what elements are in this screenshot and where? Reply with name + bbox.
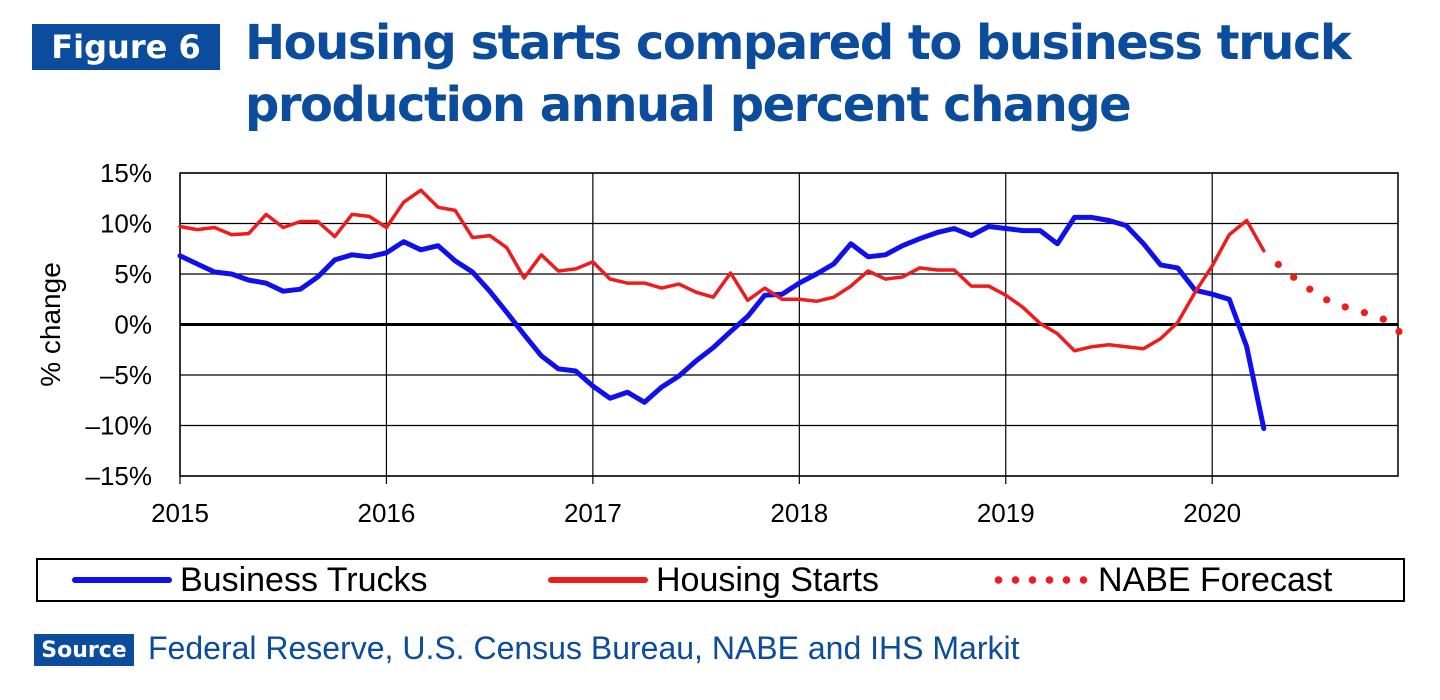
legend-item-housing-starts: Housing Starts xyxy=(548,560,879,600)
y-tick-label: 5% xyxy=(114,259,152,289)
x-tick-label: 2017 xyxy=(564,498,622,528)
legend-swatch-business-trucks xyxy=(72,577,172,583)
line-chart: –15% –10% –5% 0% 5% 10% 15% 2015 2016 2017 2018 201… xyxy=(35,158,1403,528)
source-badge: Source xyxy=(34,634,134,666)
forecast-dot xyxy=(1274,260,1282,269)
x-tick-label: 2020 xyxy=(1183,498,1241,528)
legend-item-nabe-forecast: NABE Forecast xyxy=(990,560,1332,600)
forecast-dot xyxy=(1290,273,1298,281)
y-tick-label: 10% xyxy=(100,209,152,239)
forecast-dot xyxy=(1323,296,1331,304)
x-tick-label: 2018 xyxy=(770,498,828,528)
y-tick-label: –15% xyxy=(86,461,153,491)
y-tick-label: –10% xyxy=(86,411,153,441)
chart-title-line-1: Housing starts compared to business truc… xyxy=(245,15,1352,71)
plot-area-border xyxy=(179,172,1399,477)
y-tick-label: 0% xyxy=(114,310,152,340)
series-line-housing-starts xyxy=(178,188,1266,353)
legend-label-business-trucks: Business Trucks xyxy=(180,560,428,599)
forecast-dot xyxy=(1395,327,1403,336)
legend-swatch-housing-starts xyxy=(548,577,648,583)
x-tick-label: 2016 xyxy=(358,498,416,528)
x-tick-label: 2019 xyxy=(977,498,1035,528)
legend-item-business-trucks: Business Trucks xyxy=(72,560,428,600)
y-tick-label: –5% xyxy=(100,360,152,390)
forecast-dot xyxy=(1360,309,1369,317)
forecast-dot xyxy=(1341,303,1349,311)
figure-badge: Figure 6 xyxy=(32,24,220,70)
chart-title: Housing starts compared to business truc… xyxy=(245,12,1395,136)
forecast-dot xyxy=(1306,285,1314,293)
chart-title-line-2: production annual percent change xyxy=(245,77,1132,133)
source-text: Federal Reserve, U.S. Census Bureau, NAB… xyxy=(148,630,1020,666)
legend-label-nabe-forecast: NABE Forecast xyxy=(1098,560,1333,599)
legend-swatch-nabe-forecast xyxy=(990,576,1090,584)
chart-legend: Business Trucks Housing Starts NABE Fore… xyxy=(36,558,1405,602)
forecast-dot xyxy=(1379,315,1387,323)
x-tick-label: 2015 xyxy=(151,498,209,528)
legend-label-housing-starts: Housing Starts xyxy=(656,560,879,599)
y-axis-label: % change xyxy=(35,262,66,387)
y-tick-label: 15% xyxy=(100,158,152,188)
series-line-business-trucks xyxy=(177,214,1267,431)
